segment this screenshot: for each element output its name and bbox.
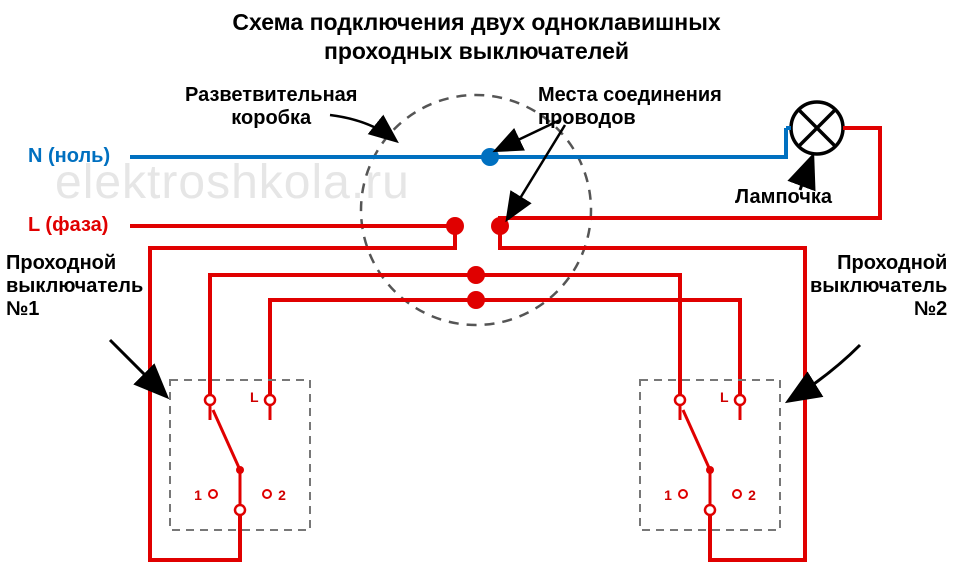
svg-text:2: 2 [278,487,286,503]
label-neutral: N (ноль) [28,145,110,168]
sw2-L-label: L [720,389,729,405]
traveller-b-left [270,300,476,390]
title-line2: проходных выключателей [324,38,629,64]
label-lamp: Лампочка [735,186,832,209]
wire-neutral [130,128,786,157]
label-switch1: Проходной выключатель №1 [6,252,143,321]
svg-text:1: 1 [194,487,202,503]
label-junction-box: Разветвительная коробка [185,84,357,130]
svg-text:2: 2 [748,487,756,503]
traveller-a-right [476,275,680,390]
traveller-b-right [476,300,740,390]
switch2-box [640,380,780,530]
traveller-a-left [210,275,476,390]
label-switch2: Проходной выключатель №2 [810,252,947,321]
svg-text:1: 1 [664,487,672,503]
wire-to-lamp [500,128,880,226]
page-title: Схема подключения двух одноклавишных про… [0,8,953,66]
label-wire-joints: Места соединения проводов [538,84,722,130]
diagram-canvas: elektroshkola.ru [0,0,953,570]
label-live: L (фаза) [28,214,108,237]
title-line1: Схема подключения двух одноклавишных [232,9,720,35]
sw1-L-label: L [250,389,259,405]
switch1-box [170,380,310,530]
node-neutral [481,148,499,166]
